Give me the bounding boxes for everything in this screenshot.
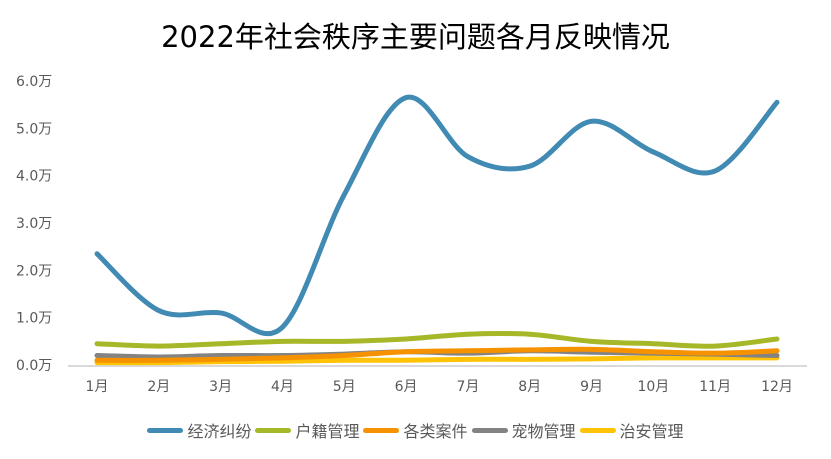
y-tick-label: 0.0万 [16, 358, 52, 374]
x-tick-label: 6月 [395, 379, 418, 395]
chart-legend: 经济纠纷 户籍管理 各类案件 宠物管理 治安管理 [0, 418, 831, 442]
legend-item[interactable]: 各类案件 [363, 418, 468, 442]
legend-swatch-icon [471, 427, 508, 433]
y-tick-label: 3.0万 [16, 216, 52, 232]
chart-title: 2022年社会秩序主要问题各月反映情况 [161, 20, 670, 54]
series-line [94, 346, 780, 363]
x-tick-label: 3月 [209, 379, 232, 395]
legend-item[interactable]: 经济纠纷 [147, 418, 251, 442]
x-tick-label: 10月 [637, 379, 669, 395]
legend-item[interactable]: 宠物管理 [471, 418, 576, 442]
legend-item[interactable]: 治安管理 [579, 418, 684, 442]
legend-label: 各类案件 [403, 422, 468, 441]
x-tick-label: 7月 [456, 379, 479, 395]
legend-swatch-icon [579, 427, 616, 433]
series-line [94, 330, 780, 349]
legend-item[interactable]: 户籍管理 [255, 418, 359, 442]
legend-label: 宠物管理 [511, 422, 576, 441]
x-tick-label: 12月 [761, 379, 793, 395]
y-axis-ticks: 0.0万 1.0万 2.0万 3.0万 4.0万 5.0万 6.0万 [16, 74, 52, 374]
legend-label: 治安管理 [619, 422, 684, 441]
series-lines [94, 94, 780, 366]
x-tick-label: 4月 [271, 379, 294, 395]
x-axis-ticks: 1月 2月 3月 4月 5月 6月 7月 8月 9月 10月 11月 12月 [86, 379, 793, 395]
x-tick-label: 9月 [580, 379, 603, 395]
series-line [94, 94, 780, 336]
x-tick-label: 2月 [147, 379, 170, 395]
legend-label: 经济纠纷 [187, 422, 252, 441]
x-tick-label: 5月 [333, 379, 356, 395]
legend-swatch-icon [363, 427, 400, 433]
y-tick-label: 5.0万 [16, 121, 52, 137]
legend-label: 户籍管理 [295, 422, 360, 441]
y-tick-label: 4.0万 [16, 169, 52, 185]
y-tick-label: 6.0万 [16, 74, 52, 90]
y-tick-label: 1.0万 [16, 311, 52, 327]
x-tick-label: 11月 [699, 379, 731, 395]
legend-swatch-icon [147, 427, 184, 433]
legend-swatch-icon [255, 427, 292, 433]
x-tick-label: 8月 [518, 379, 541, 395]
y-tick-label: 2.0万 [16, 263, 52, 279]
x-tick-label: 1月 [86, 379, 109, 395]
